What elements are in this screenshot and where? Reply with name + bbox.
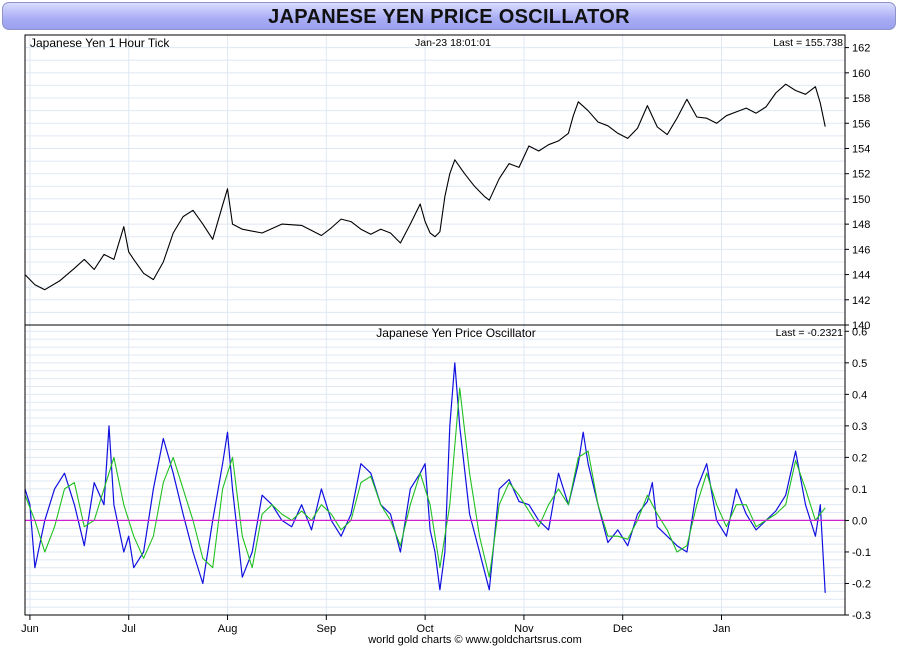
- price-last-value: Last = 155.738: [773, 37, 843, 49]
- price-timestamp: Jan-23 18:01:01: [415, 37, 491, 49]
- y-tick-label: 0.5: [852, 358, 867, 370]
- y-tick-label: 144: [852, 270, 870, 282]
- tick-layer: 140 142 144 146 148 150 152 154 156 158 160 162 -0.3…: [21, 43, 871, 635]
- footer-credit: world gold charts © www.goldchartsrus.co…: [367, 634, 582, 646]
- x-tick-label: Jan: [713, 623, 731, 635]
- y-tick-label: 0.3: [852, 421, 867, 433]
- y-tick-label: 0.4: [852, 389, 867, 401]
- label-layer: Japanese Yen 1 Hour Tick Jan-23 18:01:01…: [30, 36, 843, 646]
- y-tick-label: 156: [852, 118, 870, 130]
- x-tick-label: Jun: [21, 623, 39, 635]
- oscillator-line: [24, 362, 826, 593]
- y-tick-label: 158: [852, 93, 870, 105]
- y-tick-label: 150: [852, 194, 870, 206]
- osc-panel-title: Japanese Yen Price Oscillator: [376, 326, 535, 340]
- y-tick-label: 162: [852, 43, 870, 55]
- page-title: JAPANESE YEN PRICE OSCILLATOR: [268, 6, 630, 28]
- price-line: [24, 83, 826, 291]
- signal-line: [24, 387, 826, 578]
- y-tick-label: 142: [852, 295, 870, 307]
- y-tick-label: -0.1: [852, 547, 871, 559]
- y-tick-label: 146: [852, 244, 870, 256]
- y-tick-label: -0.3: [852, 610, 871, 622]
- x-tick-label: Nov: [514, 623, 534, 635]
- y-tick-label: 0.6: [852, 326, 867, 338]
- osc-last-value: Last = -0.2321: [776, 327, 844, 339]
- price-panel-title: Japanese Yen 1 Hour Tick: [30, 36, 170, 50]
- y-tick-label: 148: [852, 219, 870, 231]
- y-tick-label: 152: [852, 169, 870, 181]
- title-bar: JAPANESE YEN PRICE OSCILLATOR: [2, 2, 896, 30]
- x-tick-label: Sep: [317, 623, 337, 635]
- x-tick-label: Dec: [613, 623, 633, 635]
- series-layer: [24, 83, 845, 593]
- x-tick-label: Aug: [218, 623, 238, 635]
- y-tick-label: 0.2: [852, 452, 867, 464]
- y-tick-label: 154: [852, 143, 870, 155]
- y-tick-label: 140: [852, 320, 870, 332]
- y-tick-label: -0.2: [852, 578, 871, 590]
- y-tick-label: 0.1: [852, 484, 867, 496]
- y-tick-label: 0.0: [852, 515, 867, 527]
- y-tick-label: 160: [852, 68, 870, 80]
- x-tick-label: Oct: [417, 623, 434, 635]
- grid-layer: [25, 35, 845, 616]
- x-tick-label: Jul: [122, 623, 136, 635]
